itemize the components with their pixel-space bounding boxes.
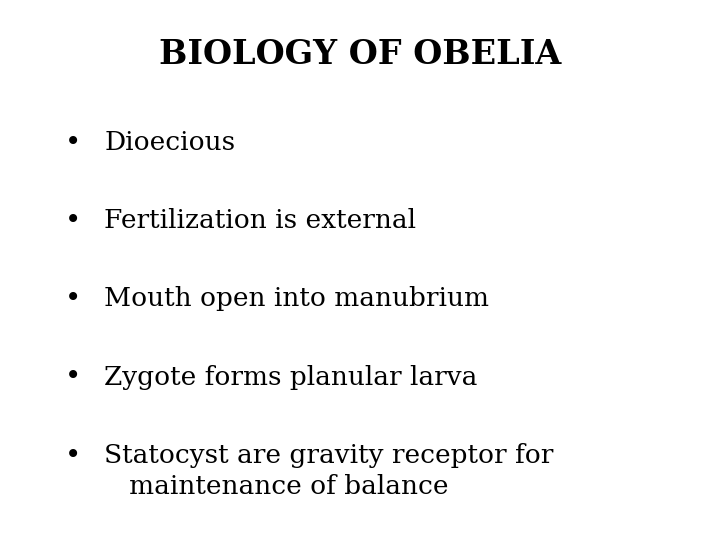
Text: •: • — [65, 443, 81, 470]
Text: BIOLOGY OF OBELIA: BIOLOGY OF OBELIA — [159, 38, 561, 71]
Text: Statocyst are gravity receptor for
   maintenance of balance: Statocyst are gravity receptor for maint… — [104, 443, 554, 499]
Text: Zygote forms planular larva: Zygote forms planular larva — [104, 364, 478, 389]
Text: Mouth open into manubrium: Mouth open into manubrium — [104, 286, 490, 311]
Text: •: • — [65, 286, 81, 313]
Text: Dioecious: Dioecious — [104, 130, 235, 154]
Text: •: • — [65, 364, 81, 391]
Text: •: • — [65, 130, 81, 157]
Text: Fertilization is external: Fertilization is external — [104, 208, 416, 233]
Text: •: • — [65, 208, 81, 235]
